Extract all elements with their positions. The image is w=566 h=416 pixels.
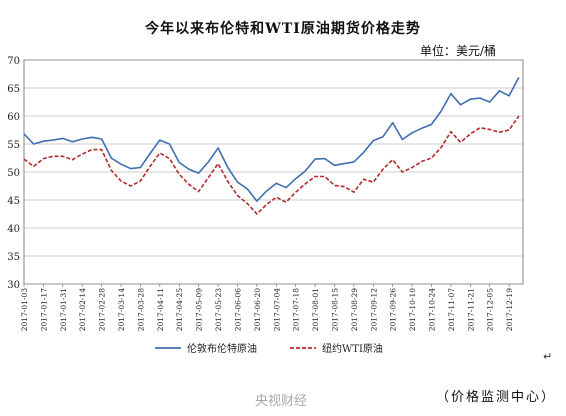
y-tick-label: 55 <box>7 140 20 151</box>
y-tick-label: 30 <box>7 280 20 291</box>
x-tick-label: 2017-03-28 <box>136 288 145 331</box>
y-tick-label: 35 <box>7 252 20 263</box>
x-tick-label: 2017-02-28 <box>98 288 107 331</box>
y-tick-label: 45 <box>7 196 20 207</box>
x-tick-label: 2017-01-03 <box>20 288 29 331</box>
x-tick-label: 2017-09-26 <box>389 288 398 331</box>
x-tick-label: 2017-03-14 <box>117 288 126 331</box>
source-note: （价格监测中心） <box>435 390 556 405</box>
paragraph-mark: ↵ <box>543 350 553 363</box>
y-tick-label: 50 <box>7 168 20 179</box>
x-tick-label: 2017-12-19 <box>505 288 514 331</box>
wti-series-line <box>23 115 520 215</box>
x-tick-label: 2017-08-29 <box>350 288 359 331</box>
x-tick-label: 2017-07-04 <box>272 288 281 331</box>
y-tick-label: 70 <box>7 56 20 67</box>
watermark: 央视财经 <box>255 394 308 409</box>
unit-label: 单位：美元/桶 <box>419 44 496 58</box>
brent-series-line <box>23 77 520 202</box>
x-tick-label: 2017-12-05 <box>486 288 495 331</box>
chart-title: 今年以来布伦特和WTI原油期货价格走势 <box>145 21 421 37</box>
x-tick-label: 2017-08-15 <box>330 288 339 331</box>
x-tick-label: 2017-08-01 <box>311 288 320 331</box>
x-tick-label: 2017-06-20 <box>253 288 262 331</box>
x-tick-label: 2017-11-07 <box>447 288 456 331</box>
y-tick-label: 40 <box>7 224 20 235</box>
y-tick-label: 60 <box>7 112 20 123</box>
x-tick-label: 2017-01-31 <box>59 288 68 331</box>
x-tick-label: 2017-09-12 <box>369 288 378 331</box>
x-tick-label: 2017-10-10 <box>408 288 417 331</box>
x-tick-label: 2017-06-06 <box>233 288 242 331</box>
x-tick-label: 2017-02-14 <box>78 288 87 331</box>
x-tick-label: 2017-04-11 <box>156 288 165 331</box>
x-tick-label: 2017-11-21 <box>466 288 475 331</box>
x-tick-label: 2017-07-18 <box>292 288 301 331</box>
legend-brent-label: 伦敦布伦特原油 <box>187 342 257 355</box>
y-tick-label: 65 <box>7 84 20 95</box>
x-tick-label: 2017-05-23 <box>214 288 223 331</box>
x-tick-label: 2017-04-25 <box>175 288 184 331</box>
x-tick-label: 2017-05-09 <box>195 288 204 331</box>
x-tick-label: 2017-01-17 <box>39 288 48 331</box>
legend-wti-label: 纽约WTI原油 <box>322 342 383 355</box>
x-tick-label: 2017-10-24 <box>428 288 437 331</box>
line-chart: 30 35 40 45 50 55 60 65 70 2017-01-03 2017-01-17 2… <box>7 56 524 355</box>
